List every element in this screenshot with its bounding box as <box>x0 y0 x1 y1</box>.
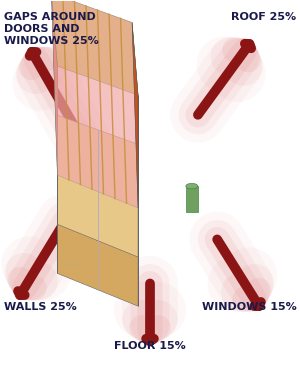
Ellipse shape <box>186 183 198 189</box>
Polygon shape <box>57 115 138 257</box>
Polygon shape <box>52 0 57 175</box>
Polygon shape <box>52 0 138 208</box>
Text: WALLS 25%: WALLS 25% <box>4 303 76 312</box>
Polygon shape <box>132 23 138 208</box>
Text: ROOF 25%: ROOF 25% <box>231 12 296 22</box>
Text: WINDOWS 15%: WINDOWS 15% <box>202 303 296 312</box>
Polygon shape <box>57 164 138 306</box>
Polygon shape <box>132 23 138 208</box>
Bar <box>186 186 198 212</box>
Polygon shape <box>52 0 138 95</box>
Text: FLOOR 15%: FLOOR 15% <box>114 341 186 351</box>
Text: GAPS AROUND
DOORS AND
WINDOWS 25%: GAPS AROUND DOORS AND WINDOWS 25% <box>4 12 98 46</box>
